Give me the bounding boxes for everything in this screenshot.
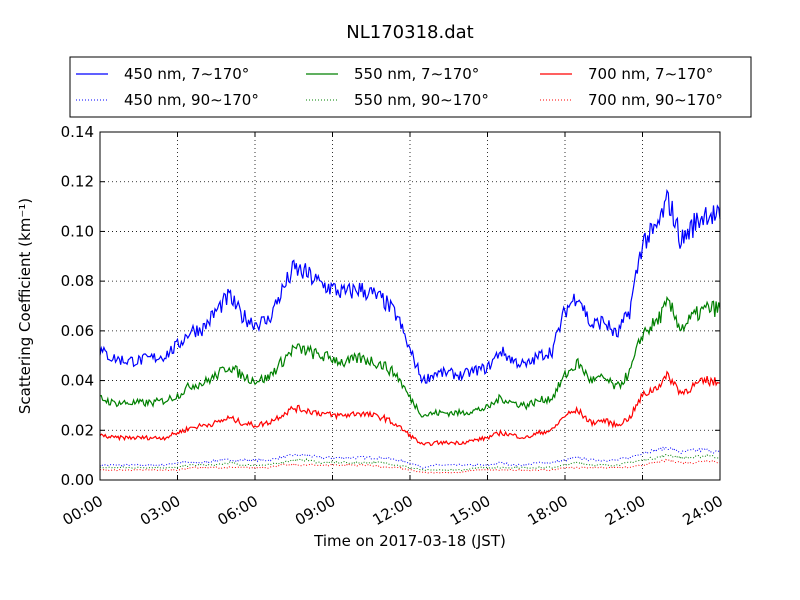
x-tick-label: 06:00 xyxy=(215,492,261,529)
series-line-0 xyxy=(99,188,721,384)
series-line-3 xyxy=(99,445,721,469)
x-axis-label: Time on 2017-03-18 (JST) xyxy=(313,532,506,550)
y-tick-label: 0.04 xyxy=(61,372,94,390)
x-tick-label: 00:00 xyxy=(60,492,106,529)
x-tick-label: 21:00 xyxy=(602,492,648,529)
legend-label-3: 450 nm, 90∼170° xyxy=(124,91,259,109)
legend-label-0: 450 nm, 7∼170° xyxy=(124,65,249,83)
x-tick-label: 18:00 xyxy=(525,492,571,529)
series-line-2 xyxy=(99,370,721,447)
chart-title: NL170318.dat xyxy=(346,22,473,43)
y-tick-label: 0.12 xyxy=(61,173,94,191)
y-tick-label: 0.00 xyxy=(61,471,94,489)
legend-label-5: 700 nm, 90∼170° xyxy=(588,91,723,109)
y-tick-label: 0.08 xyxy=(61,272,94,290)
y-tick-label: 0.02 xyxy=(61,421,94,439)
series-line-1 xyxy=(99,295,721,418)
y-tick-label: 0.14 xyxy=(61,123,94,141)
x-tick-label: 03:00 xyxy=(137,492,183,529)
y-tick-label: 0.10 xyxy=(61,222,94,240)
x-tick-label: 09:00 xyxy=(292,492,338,529)
legend-label-2: 700 nm, 7∼170° xyxy=(588,65,713,83)
y-axis-label: Scattering Coefficient (km⁻¹) xyxy=(16,198,34,414)
legend-frame xyxy=(69,56,752,118)
x-tick-label: 24:00 xyxy=(680,492,726,529)
series-line-5 xyxy=(99,458,721,474)
axis-ticks: 00:00 03:00 06:00 09:00 12:00 15:00 18:00 21:00… xyxy=(60,123,726,529)
y-tick-label: 0.06 xyxy=(61,322,94,340)
series-line-4 xyxy=(99,454,721,472)
x-tick-label: 12:00 xyxy=(370,492,416,529)
legend-label-4: 550 nm, 90∼170° xyxy=(354,91,489,109)
series-layer xyxy=(99,188,721,474)
legend: 450 nm, 7∼170° 550 nm, 7∼170° 700 nm, 7∼17… xyxy=(69,56,752,118)
legend-label-1: 550 nm, 7∼170° xyxy=(354,65,479,83)
grid xyxy=(100,132,720,480)
x-tick-label: 15:00 xyxy=(447,492,493,529)
